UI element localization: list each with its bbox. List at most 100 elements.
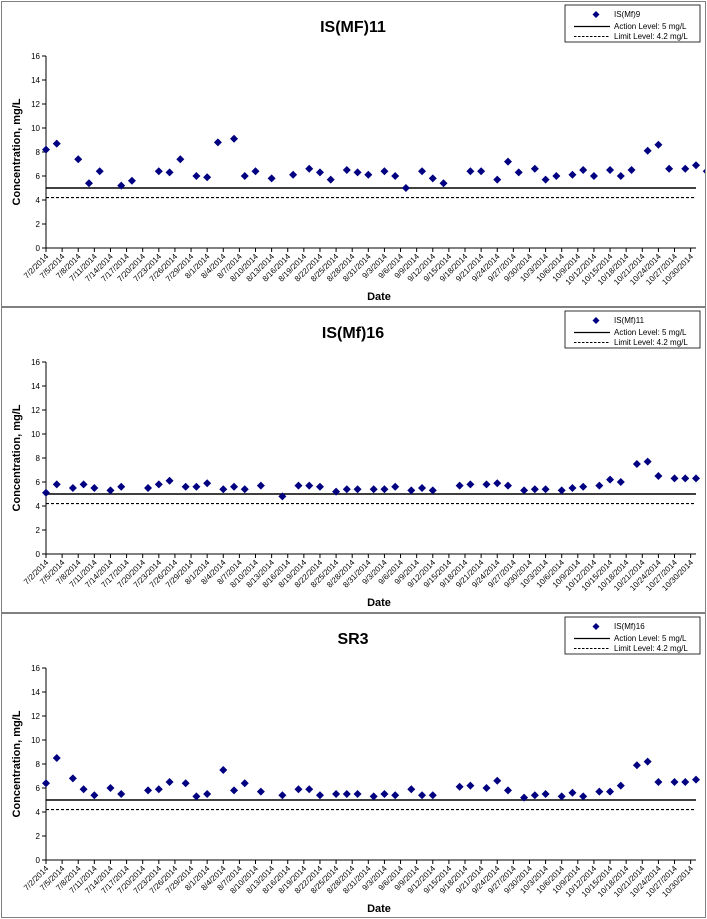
data-point [79,785,88,794]
data-point [418,484,427,492]
legend-entry-action: Action Level: 5 mg/L [614,634,687,643]
legend-box [564,616,701,655]
data-point [74,155,83,164]
data-point [90,791,99,800]
legend-entry-series: IS(Mf)9 [614,10,641,19]
data-point [42,488,50,497]
data-point [579,482,588,491]
data-point [670,474,679,483]
y-tick-label: 0 [36,856,41,865]
data-point [117,181,126,190]
data-point [240,172,249,180]
data-point [530,791,539,800]
y-tick-label: 6 [36,784,41,793]
data-point [144,786,153,795]
data-point [181,482,190,491]
data-point [117,482,126,491]
data-point [219,766,228,774]
data-point [557,792,566,801]
data-point [643,757,652,766]
data-point [632,460,641,468]
data-point [192,172,201,180]
data-point [176,155,185,164]
legend-marker-diamond [592,11,600,18]
chart-panel-sr3: SR3 IS(Mf)16 Action Level: 5 mg/L Limit Lev… [1,613,706,918]
data-point [240,779,249,788]
y-tick-label: 16 [31,664,40,673]
data-point [79,480,88,489]
data-point [654,140,663,149]
data-point [552,172,561,180]
data-point [52,754,61,762]
data-point [342,485,351,494]
data-point [670,778,679,786]
data-point [68,774,77,783]
data-point [606,787,615,796]
data-point [256,481,265,490]
data-point [503,481,512,490]
data-point [616,478,625,486]
data-point [439,179,448,188]
data-point [165,778,174,786]
data-point [643,457,652,466]
data-point [541,175,550,184]
data-point [579,792,588,801]
data-point [294,481,303,490]
data-point [240,485,249,494]
data-point [391,482,400,491]
data-point [520,486,529,495]
y-tick-label: 8 [36,454,41,463]
data-point [154,480,163,489]
chart-title: IS(MF)11 [320,19,386,36]
y-tick-label: 14 [31,382,40,391]
data-point [692,474,700,483]
data-point [627,166,636,174]
chart-title: SR3 [337,631,368,648]
data-point [213,138,222,147]
data-point [493,776,502,785]
data-point [428,791,437,800]
data-point [391,791,400,800]
y-axis-title: Concentration, mg/L [11,98,23,205]
data-point [154,785,163,794]
data-point [482,480,491,489]
y-tick-label: 4 [36,502,41,511]
data-point [68,484,77,492]
data-point [466,480,475,489]
data-point [369,485,378,494]
data-point [315,791,324,800]
data-point [589,172,598,180]
data-point [654,472,663,480]
data-point [192,482,201,491]
data-point [654,778,663,786]
y-tick-label: 10 [31,430,40,439]
data-point [520,793,529,802]
y-tick-label: 2 [36,832,41,841]
legend-marker-diamond [592,623,600,630]
data-point [353,168,362,177]
chart-is-mf-16: IS(Mf)16 IS(Mf)11 Action Level: 5 mg/LLimi… [11,310,701,609]
data-point [364,170,373,179]
data-point [632,761,641,770]
data-point [144,484,153,492]
data-point [568,484,577,492]
data-point [315,482,324,491]
data-point [568,170,577,179]
data-point [514,168,523,177]
data-point [418,167,427,176]
data-point [294,785,303,794]
y-tick-label: 0 [36,244,41,253]
data-point [557,486,566,495]
y-tick-label: 16 [31,358,40,367]
data-point [315,168,324,177]
data-point [90,484,99,492]
chart-title: IS(Mf)16 [322,325,384,342]
data-point [681,164,690,173]
data-point [665,164,674,173]
data-point [369,792,378,801]
